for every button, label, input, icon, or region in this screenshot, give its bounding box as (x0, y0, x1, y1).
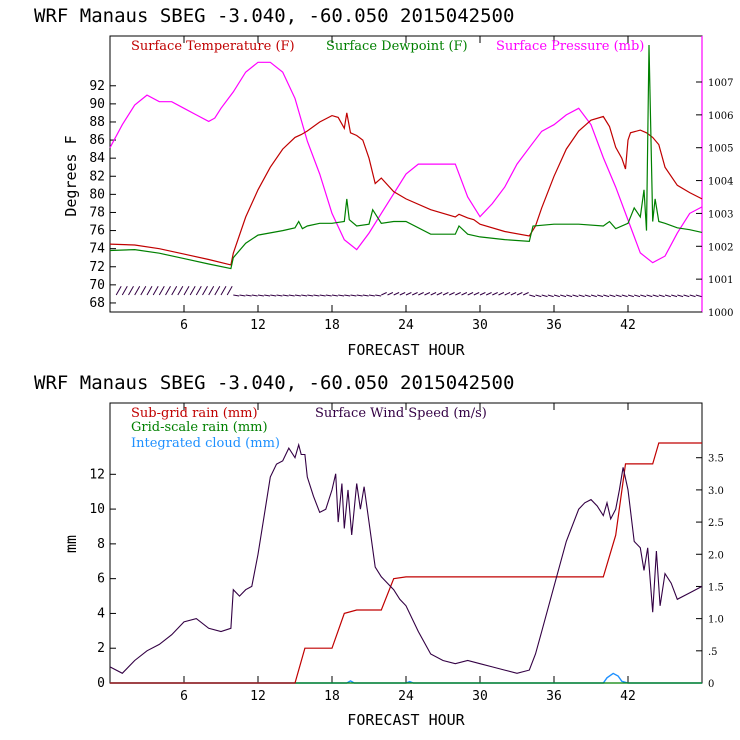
y-tick-label: 80 (89, 187, 105, 202)
wind-barbs (115, 286, 702, 298)
top-y2-ticks: 1000 1001 1002 1003 1004 1005 1006 1007 (696, 78, 733, 319)
y-tick-label: 74 (89, 242, 105, 257)
y2-tick-label: 1000 (708, 308, 733, 319)
x-tick-label: 12 (250, 689, 266, 704)
series-surface-dewpoint (109, 44, 703, 270)
y-tick-label: 82 (89, 169, 105, 184)
y-tick-label: 4 (97, 606, 105, 621)
top-y-ticks: 68 70 72 74 76 78 80 82 84 86 88 90 92 (89, 79, 116, 311)
bottom-y-ticks: 0 2 4 6 8 10 12 (89, 467, 116, 691)
y-tick-label: 68 (89, 296, 105, 311)
y-tick-label: 12 (89, 467, 105, 482)
x-tick-label: 24 (398, 689, 414, 704)
y-tick-label: 76 (89, 224, 105, 239)
y-tick-label: 70 (89, 278, 105, 293)
y-tick-label: 72 (89, 260, 105, 275)
y2-tick-label: .5 (708, 647, 718, 658)
y2-tick-label: 1007 (708, 78, 733, 89)
y-tick-label: 78 (89, 205, 105, 220)
y-tick-label: 84 (89, 151, 105, 166)
top-x-axis-label: FORECAST HOUR (347, 341, 465, 359)
legend-gridscale-rain: Grid-scale rain (mm) (131, 420, 268, 435)
y2-tick-label: 1001 (708, 275, 733, 286)
y-tick-label: 2 (97, 641, 105, 656)
y2-tick-label: 1.5 (708, 582, 724, 593)
y2-tick-label: 2.5 (708, 518, 724, 529)
x-tick-label: 12 (250, 318, 266, 333)
y-tick-label: 10 (89, 502, 105, 517)
y-tick-label: 6 (97, 572, 105, 587)
top-title: WRF Manaus SBEG -3.040, -60.050 20150425… (34, 5, 514, 27)
y2-tick-label: 3.0 (708, 486, 724, 497)
x-tick-label: 42 (620, 318, 636, 333)
legend-surface-dewpoint: Surface Dewpoint (F) (326, 39, 468, 54)
series-surface-wind-speed (109, 442, 703, 674)
series-surface-temperature (109, 112, 703, 266)
top-y-axis-label: Degrees F (62, 135, 80, 216)
y2-tick-label: 0 (708, 679, 714, 690)
y2-tick-label: 1004 (708, 177, 733, 188)
legend-surface-temperature: Surface Temperature (F) (131, 39, 295, 54)
bottom-y-axis-label: mm (62, 535, 80, 553)
x-tick-label: 30 (472, 689, 488, 704)
x-tick-label: 42 (620, 689, 636, 704)
y2-tick-label: 1.0 (708, 615, 724, 626)
y2-tick-label: 1005 (708, 144, 733, 155)
y-tick-label: 88 (89, 115, 105, 130)
x-tick-label: 24 (398, 318, 414, 333)
bottom-x-ticks: 6 12 18 24 30 36 42 (180, 403, 636, 704)
y2-tick-label: 1002 (708, 242, 733, 253)
bottom-y2-ticks: 0 .5 1.0 1.5 2.0 2.5 3.0 3.5 (696, 454, 724, 690)
y-tick-label: 0 (97, 676, 105, 691)
x-tick-label: 6 (180, 689, 188, 704)
bottom-x-axis-label: FORECAST HOUR (347, 711, 465, 729)
x-tick-label: 18 (324, 689, 340, 704)
y-tick-label: 92 (89, 79, 105, 94)
legend-surface-pressure: Surface Pressure (mb) (496, 39, 644, 54)
x-tick-label: 18 (324, 318, 340, 333)
y2-tick-label: 1006 (708, 111, 733, 122)
legend-subgrid-rain: Sub-grid rain (mm) (131, 406, 258, 421)
y-tick-label: 90 (89, 97, 105, 112)
bottom-panel: WRF Manaus SBEG -3.040, -60.050 20150425… (34, 372, 724, 729)
series-subgrid-rain (110, 442, 702, 684)
x-tick-label: 36 (546, 318, 562, 333)
x-tick-label: 36 (546, 689, 562, 704)
top-panel: WRF Manaus SBEG -3.040, -60.050 20150425… (34, 5, 733, 359)
y2-tick-label: 3.5 (708, 454, 724, 465)
top-x-ticks: 6 12 18 24 30 36 42 (180, 36, 636, 333)
y2-tick-label: 1003 (708, 209, 733, 220)
bottom-title: WRF Manaus SBEG -3.040, -60.050 20150425… (34, 372, 514, 394)
y-tick-label: 86 (89, 133, 105, 148)
x-tick-label: 30 (472, 318, 488, 333)
y2-tick-label: 2.0 (708, 550, 724, 561)
legend-integrated-cloud: Integrated cloud (mm) (131, 436, 280, 451)
y-tick-label: 8 (97, 537, 105, 552)
wind-barb-strokes (115, 286, 702, 298)
legend-surface-wind-speed: Surface Wind Speed (m/s) (315, 406, 487, 421)
x-tick-label: 6 (180, 318, 188, 333)
series-surface-pressure (109, 61, 703, 264)
